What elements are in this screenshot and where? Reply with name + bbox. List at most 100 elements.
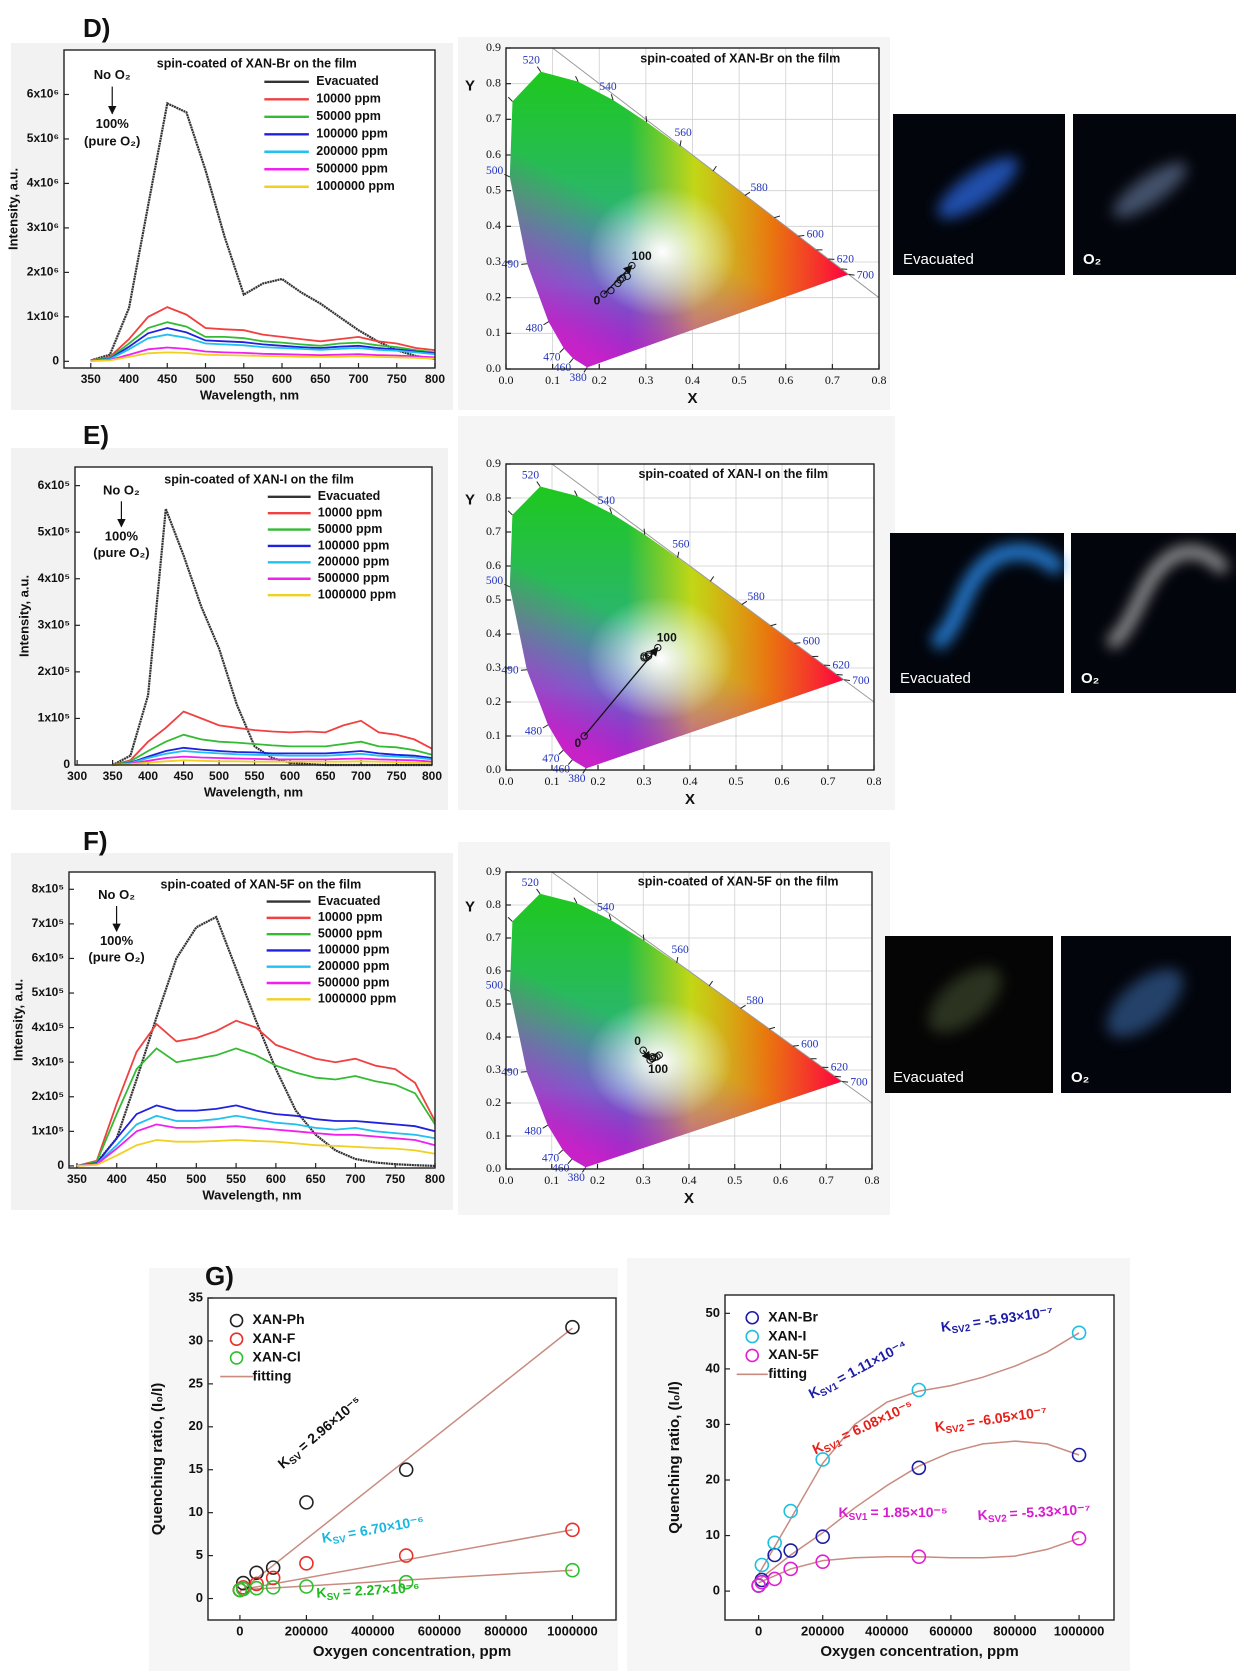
x-tick-label: 0.8 xyxy=(865,1173,880,1187)
legend-label: Evacuated xyxy=(316,74,379,88)
locus-tick xyxy=(583,366,588,373)
x-tick-label: 600 xyxy=(266,1172,286,1186)
arrow-label: 0 xyxy=(634,1034,641,1048)
locus-tick xyxy=(645,116,648,123)
ksv-annotation: KSV = 2.27×10⁻⁶ xyxy=(316,1579,420,1603)
y-tick-label: 0.0 xyxy=(486,762,501,776)
locus-tick xyxy=(575,75,579,82)
plot-frame xyxy=(724,1294,1115,1621)
legend-label: 1000000 ppm xyxy=(318,587,397,601)
x-tick-label: 200000 xyxy=(285,1623,328,1638)
y-tick-label: 0.2 xyxy=(486,1095,501,1109)
cie-point xyxy=(640,652,648,660)
fit-line xyxy=(758,1440,1080,1581)
annotation: 100% xyxy=(96,116,130,131)
legend-label: 100000 ppm xyxy=(318,538,390,552)
x-tick-label: 550 xyxy=(234,372,254,386)
spectrum-line xyxy=(90,351,436,362)
ksv-symbol: K xyxy=(838,1504,848,1520)
locus-tick xyxy=(582,768,587,774)
plot-frame xyxy=(505,871,873,1170)
x-tick-label: 650 xyxy=(306,1172,326,1186)
x-tick-label: 0.8 xyxy=(867,774,882,788)
locus-tick xyxy=(581,1167,587,1173)
locus-tick xyxy=(568,759,573,765)
ksv-subscript: SV1 xyxy=(849,1512,868,1523)
y-tick-label: 8x10⁵ xyxy=(32,881,64,895)
y-axis-label: Y xyxy=(465,77,475,94)
x-tick-label: 0.2 xyxy=(590,1173,605,1187)
locus-tick xyxy=(520,669,527,671)
y-tick-label: 0.9 xyxy=(486,40,501,54)
y-tick-label: 10 xyxy=(189,1504,203,1519)
legend-label: 10000 ppm xyxy=(318,910,383,924)
wavelength-label: 500 xyxy=(486,979,504,991)
spectrum-line xyxy=(76,1114,436,1167)
cie-point xyxy=(653,1053,661,1061)
locus-tick xyxy=(841,268,848,270)
wavelength-label: 580 xyxy=(746,995,764,1007)
annotation: (pure O₂) xyxy=(84,134,140,149)
data-point xyxy=(815,1452,831,1467)
y-tick-label: 0.9 xyxy=(486,456,501,470)
spectrum-line xyxy=(112,755,433,766)
legend-marker xyxy=(229,1332,244,1347)
cie-point xyxy=(600,290,608,298)
legend-marker xyxy=(745,1348,760,1363)
locus-tick xyxy=(520,1071,527,1073)
legend-label: 100000 ppm xyxy=(318,943,390,957)
legend-label: 500000 ppm xyxy=(318,571,390,585)
legend-label: 10000 ppm xyxy=(316,92,381,106)
y-tick-label: 0.0 xyxy=(486,361,501,375)
x-tick-label: 800 xyxy=(425,372,445,386)
x-tick-label: 350 xyxy=(103,769,123,783)
y-tick-label: 6x10⁶ xyxy=(27,87,59,101)
photo-label: O₂ xyxy=(1071,1069,1089,1086)
wavelength-label: 490 xyxy=(501,665,519,677)
legend-label: XAN-F xyxy=(253,1330,296,1346)
spectrum-line xyxy=(76,1019,436,1167)
locus-tick xyxy=(774,215,781,219)
y-tick-label: 40 xyxy=(706,1360,720,1375)
data-point xyxy=(1071,1447,1087,1463)
photo: O₂ xyxy=(1073,114,1236,275)
y-tick-label: 0.5 xyxy=(486,592,501,606)
locus-tick xyxy=(507,916,513,922)
x-tick-label: 0.7 xyxy=(819,1173,834,1187)
x-tick-label: 0.7 xyxy=(825,373,840,387)
x-tick-label: 550 xyxy=(245,769,265,783)
ksv-symbol: K xyxy=(316,1584,327,1601)
y-tick-label: 0.1 xyxy=(486,325,501,339)
x-tick-label: 750 xyxy=(387,372,407,386)
chart-title: spin-coated of XAN-Br on the film xyxy=(157,57,357,71)
locus-tick xyxy=(709,576,715,582)
photo: O₂ xyxy=(1071,533,1236,693)
fit-line xyxy=(757,1332,1080,1575)
y-axis-label: Intensity, a.u. xyxy=(5,168,20,250)
data-point xyxy=(565,1522,580,1538)
wavelength-label: 700 xyxy=(852,675,870,687)
purity-line xyxy=(552,47,880,299)
annotation: (pure O₂) xyxy=(88,949,144,964)
legend-label: 1000000 ppm xyxy=(318,992,397,1006)
data-point xyxy=(751,1578,766,1593)
chart-title: spin-coated of XAN-5F on the film xyxy=(638,875,839,889)
y-tick-label: 0.8 xyxy=(486,490,501,504)
x-tick-label: 700 xyxy=(351,769,371,783)
arrow-label: 0 xyxy=(594,293,601,307)
spectrum-line xyxy=(90,333,436,362)
data-point xyxy=(783,1543,798,1558)
locus-tick xyxy=(507,96,513,102)
x-tick-label: 0.2 xyxy=(591,774,606,788)
ksv-symbol: K xyxy=(320,1528,333,1546)
wavelength-label: 600 xyxy=(801,1038,819,1050)
fit-line xyxy=(239,1529,573,1591)
wavelength-label: 470 xyxy=(542,753,560,765)
x-tick-label: 0.6 xyxy=(778,373,793,387)
y-tick-label: 0.2 xyxy=(486,289,501,303)
y-tick-label: 0.4 xyxy=(486,218,501,232)
locus-tick xyxy=(848,273,855,276)
x-tick-label: 800 xyxy=(422,769,442,783)
locus-tick xyxy=(792,1044,799,1047)
y-tick-label: 2x10⁵ xyxy=(32,1089,64,1103)
